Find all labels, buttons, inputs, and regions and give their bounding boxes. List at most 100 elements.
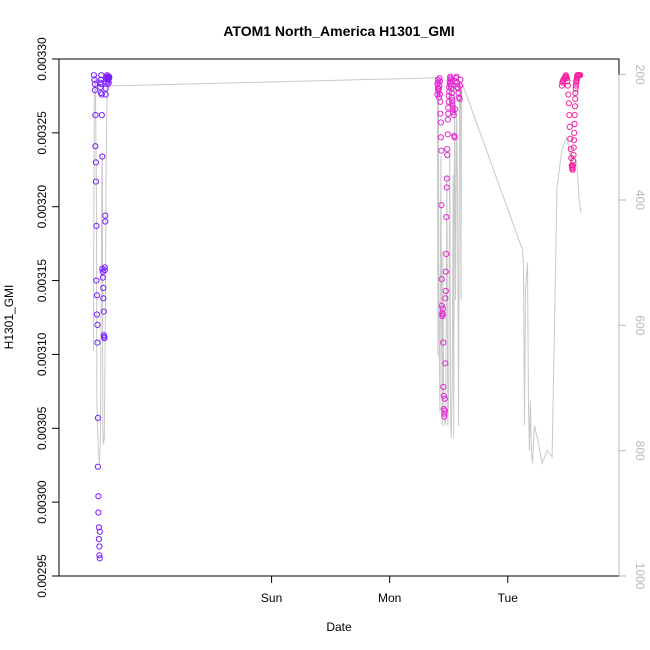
data-point xyxy=(96,552,103,559)
data-point xyxy=(98,112,105,119)
data-point xyxy=(572,89,579,97)
data-point xyxy=(440,383,447,390)
data-point xyxy=(565,91,572,98)
data-point xyxy=(436,78,443,85)
data-point xyxy=(438,147,445,154)
chart-title: ATOM1 North_America H1301_GMI xyxy=(223,23,454,39)
data-point xyxy=(99,274,106,281)
y-tick-label: 0.00295 xyxy=(35,554,49,598)
data-point xyxy=(96,528,103,535)
data-point xyxy=(438,276,445,283)
data-point xyxy=(570,137,578,144)
x-axis: Sun Mon Tue xyxy=(261,575,519,605)
data-point xyxy=(451,134,458,141)
data-point xyxy=(571,120,578,128)
data-point xyxy=(95,509,102,516)
data-point xyxy=(443,175,450,182)
data-point xyxy=(101,267,108,274)
data-point xyxy=(436,91,443,98)
data-point xyxy=(438,202,445,209)
y-tick-label: 0.00315 xyxy=(35,259,49,303)
y-axis: 0.00295 0.00300 0.00305 0.00310 0.00315 0.003… xyxy=(35,37,60,598)
data-point xyxy=(97,84,104,91)
data-point xyxy=(92,112,99,119)
y2-tick-label: 200 xyxy=(633,65,647,85)
data-point xyxy=(442,287,449,294)
data-point xyxy=(439,311,446,318)
data-point xyxy=(102,218,109,225)
data-point xyxy=(558,82,566,89)
data-point xyxy=(97,76,104,83)
data-points-layer xyxy=(90,72,584,562)
data-point xyxy=(102,91,109,98)
x-tick-label: Sun xyxy=(261,591,282,605)
data-point xyxy=(564,78,571,85)
x-tick-label: Tue xyxy=(498,591,519,605)
pressure-line xyxy=(92,74,582,465)
data-point xyxy=(448,89,455,97)
data-point xyxy=(565,100,572,107)
data-point xyxy=(95,524,103,531)
data-point xyxy=(563,75,570,82)
data-point xyxy=(104,81,111,88)
y-tick-label: 0.00300 xyxy=(35,480,49,524)
y2-tick-label: 800 xyxy=(633,441,647,461)
data-point xyxy=(98,72,105,79)
data-point xyxy=(96,555,103,562)
data-point xyxy=(437,134,444,141)
data-point xyxy=(91,86,99,94)
data-point xyxy=(442,360,449,367)
data-point xyxy=(105,79,112,86)
data-point xyxy=(440,392,447,399)
x-tick-label: Mon xyxy=(378,591,401,605)
data-point xyxy=(93,292,101,299)
data-point xyxy=(447,73,454,80)
data-point xyxy=(571,103,579,110)
data-point xyxy=(91,81,99,88)
data-point xyxy=(94,321,101,328)
data-point xyxy=(571,112,578,119)
data-point xyxy=(566,112,573,119)
data-point xyxy=(95,493,102,500)
data-point xyxy=(441,407,448,414)
data-point xyxy=(94,463,102,470)
data-point xyxy=(457,76,464,83)
data-point xyxy=(92,178,100,185)
data-point xyxy=(570,144,577,151)
data-point xyxy=(435,79,442,86)
data-point xyxy=(96,543,103,550)
data-point xyxy=(441,413,448,420)
data-point xyxy=(443,250,450,258)
data-point xyxy=(448,82,455,89)
data-point xyxy=(566,123,573,131)
data-point xyxy=(91,76,98,83)
data-point xyxy=(443,214,450,221)
data-point xyxy=(98,91,105,98)
data-point xyxy=(93,222,100,229)
data-point xyxy=(445,110,452,117)
data-point xyxy=(444,116,451,123)
data-point xyxy=(567,135,574,142)
data-point xyxy=(100,295,107,302)
data-point xyxy=(435,85,442,92)
data-point xyxy=(449,106,456,113)
data-point xyxy=(437,119,444,126)
data-point xyxy=(101,264,108,271)
data-point xyxy=(435,88,442,95)
data-point xyxy=(95,536,103,543)
data-point xyxy=(448,94,455,101)
y2-axis-pressure: 200 400 600 800 1000 xyxy=(618,65,647,590)
data-point xyxy=(92,143,99,150)
data-point xyxy=(101,333,108,340)
data-point xyxy=(457,82,464,89)
data-point xyxy=(441,410,448,417)
data-point xyxy=(449,100,456,107)
y2-tick-label: 400 xyxy=(633,190,647,210)
data-point xyxy=(92,159,100,166)
data-point xyxy=(572,82,580,89)
data-point xyxy=(453,73,460,80)
data-point xyxy=(437,110,444,117)
data-point xyxy=(455,89,462,97)
data-point xyxy=(456,95,463,103)
